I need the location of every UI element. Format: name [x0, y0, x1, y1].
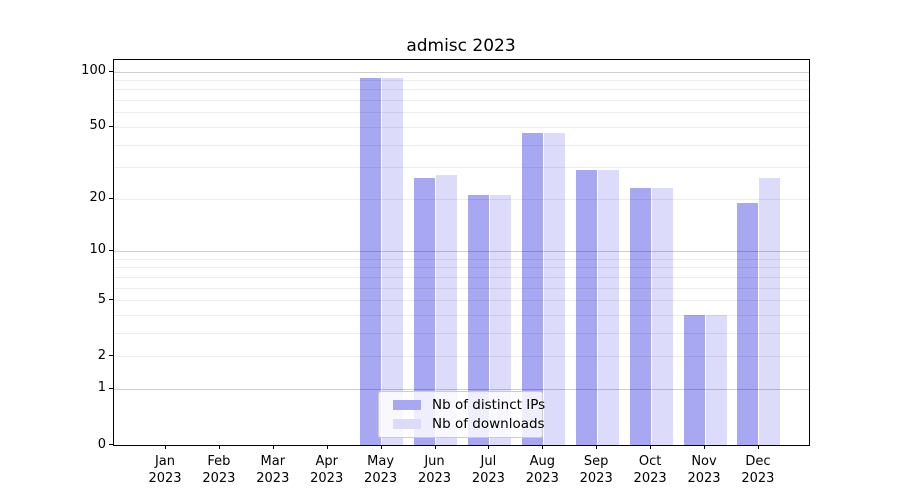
x-tick-mark	[650, 445, 652, 449]
bar-downloads	[705, 314, 727, 445]
chart-title: admisc 2023	[406, 36, 516, 56]
gridline-minor	[114, 287, 809, 289]
x-tick-label-year: 2023	[202, 471, 236, 486]
x-tick-mark	[704, 445, 705, 449]
x-tick-label: Mar 2023	[241, 453, 305, 487]
x-tick-label-year: 2023	[525, 471, 559, 486]
x-tick-label-year: 2023	[471, 471, 505, 486]
bar-distinct-ips	[737, 202, 759, 445]
legend-item: Nb of distinct IPs	[387, 396, 545, 415]
x-tick-label: Dec 2023	[726, 453, 790, 487]
x-tick-label-year: 2023	[741, 471, 775, 486]
legend-item: Nb of downloads	[387, 415, 545, 434]
x-tick-label: May 2023	[349, 453, 413, 487]
y-tick-label: 5	[97, 291, 106, 307]
x-tick-label-year: 2023	[310, 471, 344, 486]
y-tick-mark	[109, 249, 113, 251]
gridline-minor	[114, 167, 809, 169]
x-tick-mark	[434, 445, 436, 449]
gridline-major	[114, 71, 809, 73]
y-tick-mark	[109, 125, 113, 127]
x-tick-mark	[218, 445, 220, 449]
x-tick-mark	[488, 445, 490, 449]
gridline-minor	[114, 267, 809, 269]
bar-downloads	[489, 194, 511, 445]
bar-distinct-ips	[467, 194, 489, 445]
gridline-minor	[114, 79, 809, 81]
gridline-minor	[114, 144, 809, 146]
y-tick-mark	[109, 299, 113, 300]
y-tick-mark	[109, 197, 113, 199]
x-tick-label: Oct 2023	[618, 453, 682, 487]
y-tick-mark	[109, 70, 113, 72]
x-tick-label: Sep 2023	[564, 453, 628, 487]
legend-label: Nb of distinct IPs	[432, 397, 546, 414]
x-tick-mark	[165, 445, 166, 449]
y-tick-mark	[109, 387, 113, 389]
bar-distinct-ips	[521, 133, 543, 445]
bar-distinct-ips	[360, 78, 382, 445]
bar-distinct-ips	[414, 178, 435, 445]
bar-distinct-ips	[629, 187, 651, 445]
legend-swatch-downloads	[393, 418, 421, 429]
x-tick-label: Nov 2023	[672, 453, 736, 487]
y-tick-label: 0	[97, 436, 106, 452]
x-tick-label-year: 2023	[687, 471, 721, 486]
y-tick-label: 2	[97, 347, 106, 363]
bar-distinct-ips	[683, 314, 705, 445]
legend-label: Nb of downloads	[432, 415, 545, 432]
x-tick-label-year: 2023	[579, 471, 613, 486]
x-tick-label: Feb 2023	[187, 453, 251, 487]
bar-downloads	[436, 175, 457, 445]
x-tick-label-year: 2023	[417, 471, 452, 486]
gridline-minor	[114, 112, 809, 114]
y-tick-label: 20	[89, 190, 106, 206]
y-tick-label: 100	[81, 63, 106, 78]
gridline-minor	[114, 300, 809, 301]
plot-area	[113, 59, 810, 446]
bar-downloads	[382, 78, 404, 445]
gridline-minor	[114, 89, 809, 91]
x-tick-label-year: 2023	[633, 471, 667, 486]
x-tick-mark	[542, 445, 544, 449]
x-tick-label: Aug 2023	[510, 453, 574, 487]
bar-downloads	[543, 133, 565, 445]
bar-downloads	[597, 169, 619, 445]
y-tick-mark	[109, 444, 113, 445]
x-tick-mark	[380, 445, 382, 449]
y-tick-label: 1	[97, 380, 106, 396]
x-tick-mark	[757, 445, 759, 449]
legend-swatch-distinct-ips	[393, 400, 421, 411]
y-tick-mark	[109, 355, 113, 357]
x-tick-label-year: 2023	[256, 471, 290, 486]
bar-downloads	[759, 178, 781, 445]
x-tick-label: Jul 2023	[456, 453, 520, 487]
gridline-minor	[114, 100, 809, 101]
gridline-minor	[114, 276, 809, 278]
y-tick-label: 10	[89, 242, 106, 258]
legend: Nb of distinct IPs Nb of downloads	[378, 391, 545, 438]
x-tick-label: Apr 2023	[295, 453, 359, 487]
x-tick-label: Jun 2023	[403, 453, 467, 487]
x-tick-mark	[596, 445, 598, 449]
x-tick-label-year: 2023	[148, 471, 182, 486]
gridline-minor	[114, 126, 809, 128]
x-tick-mark	[326, 445, 328, 449]
bar-distinct-ips	[575, 169, 597, 445]
gridline-major	[114, 250, 809, 252]
bar-downloads	[651, 187, 673, 445]
gridline-minor	[114, 258, 809, 260]
gridline-minor	[114, 198, 809, 200]
x-tick-label-year: 2023	[364, 471, 398, 486]
y-tick-label: 50	[89, 118, 106, 134]
x-tick-label: Jan 2023	[133, 453, 197, 487]
x-tick-mark	[272, 445, 274, 449]
